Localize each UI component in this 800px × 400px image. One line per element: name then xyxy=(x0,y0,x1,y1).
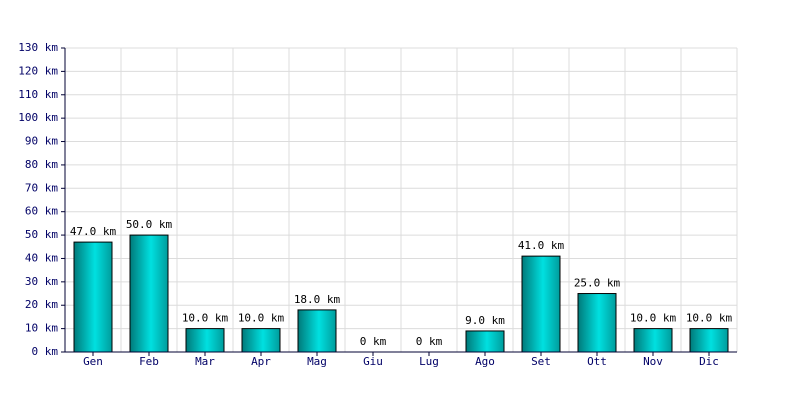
data-label: 0 km xyxy=(360,335,387,348)
bar xyxy=(297,309,337,353)
y-tick-label: 120 km xyxy=(18,64,58,77)
x-tick-label: Ago xyxy=(475,355,495,368)
y-tick-label: 20 km xyxy=(25,298,58,311)
x-tick-label: Apr xyxy=(251,355,271,368)
y-tick-label: 50 km xyxy=(25,228,58,241)
bar xyxy=(465,330,505,353)
x-tick-label: Dic xyxy=(699,355,719,368)
y-tick-label: 0 km xyxy=(32,345,59,358)
data-label: 10.0 km xyxy=(630,312,677,325)
bar xyxy=(577,293,617,353)
y-tick-label: 130 km xyxy=(18,41,58,54)
bar xyxy=(185,328,225,353)
x-tick-label: Ott xyxy=(587,355,607,368)
data-label: 10.0 km xyxy=(182,312,229,325)
x-tick-label: Set xyxy=(531,355,551,368)
y-tick-label: 80 km xyxy=(25,158,58,171)
data-label: 10.0 km xyxy=(686,312,733,325)
y-tick-label: 10 km xyxy=(25,322,58,335)
data-label: 10.0 km xyxy=(238,312,285,325)
y-tick-label: 100 km xyxy=(18,111,58,124)
bar xyxy=(521,255,561,353)
data-label: 25.0 km xyxy=(574,277,621,290)
data-label: 41.0 km xyxy=(518,239,565,252)
bar xyxy=(241,328,281,353)
data-label: 50.0 km xyxy=(126,218,173,231)
data-label: 9.0 km xyxy=(465,314,505,327)
x-tick-label: Mag xyxy=(307,355,327,368)
y-tick-label: 110 km xyxy=(18,88,58,101)
bar xyxy=(73,241,113,353)
x-tick-label: Giu xyxy=(363,355,383,368)
x-tick-label: Gen xyxy=(83,355,103,368)
bar xyxy=(633,328,673,353)
x-tick-label: Nov xyxy=(643,355,663,368)
x-tick-label: Lug xyxy=(419,355,439,368)
bar xyxy=(689,328,729,353)
y-tick-label: 40 km xyxy=(25,251,58,264)
y-tick-label: 30 km xyxy=(25,275,58,288)
y-tick-label: 70 km xyxy=(25,181,58,194)
x-tick-label: Mar xyxy=(195,355,215,368)
data-label: 0 km xyxy=(416,335,443,348)
bar xyxy=(129,234,169,353)
y-tick-label: 90 km xyxy=(25,135,58,148)
x-tick-label: Feb xyxy=(139,355,159,368)
data-label: 18.0 km xyxy=(294,293,341,306)
y-tick-label: 60 km xyxy=(25,205,58,218)
data-label: 47.0 km xyxy=(70,225,117,238)
